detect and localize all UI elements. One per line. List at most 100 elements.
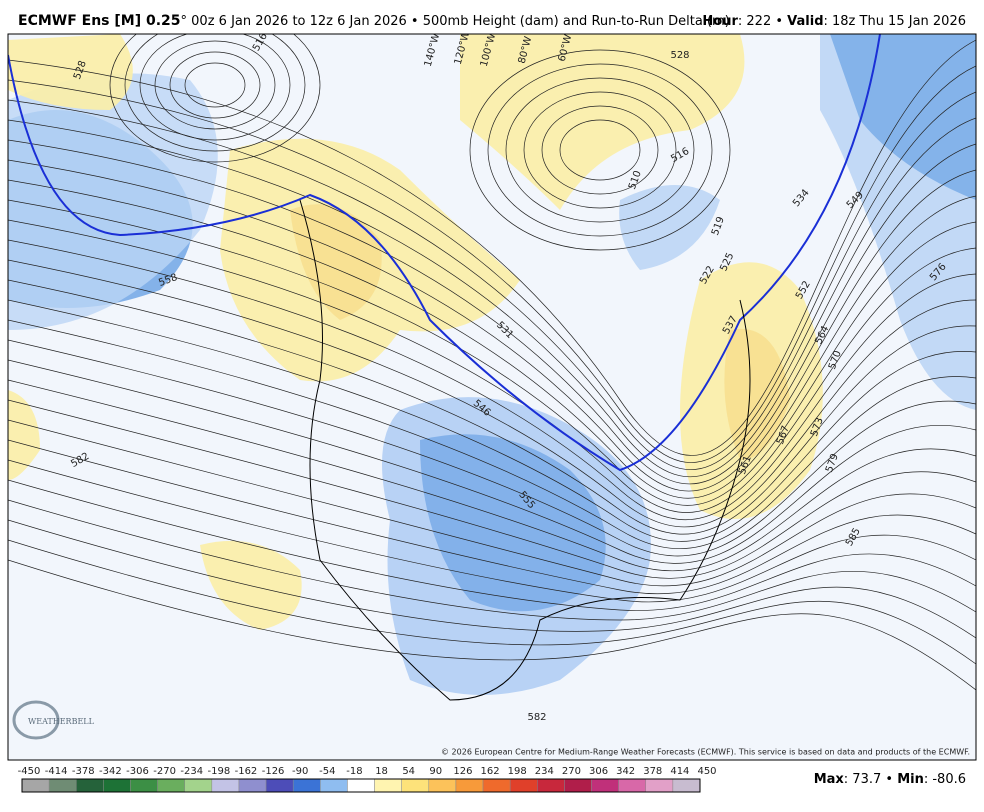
yellow-anomaly: [460, 34, 745, 210]
height-contour: [8, 419, 976, 587]
colorbar-label: -162: [235, 766, 258, 777]
colorbar-label: -234: [180, 766, 203, 777]
colorbar-label: -306: [126, 766, 149, 777]
watermark: WEATHERBELL: [28, 717, 95, 726]
low-contour: [169, 51, 261, 119]
colorbar-segment: [130, 778, 158, 793]
colorbar-segment: [184, 778, 213, 793]
colorbar-segment: [537, 778, 565, 793]
yellow-anomaly: [724, 328, 790, 460]
colorbar-segment: [157, 778, 185, 793]
height-contour: [8, 379, 976, 572]
height-contour: [8, 399, 976, 579]
max-min-part: Min: [897, 772, 924, 787]
height-contour: [8, 359, 976, 564]
height-contour: [8, 39, 976, 456]
colorbar-label: 306: [589, 766, 608, 777]
colorbar-label: 414: [670, 766, 689, 777]
blue-anomaly: [420, 434, 606, 612]
colorbar-segment: [428, 778, 457, 793]
colorbar-label: -126: [262, 766, 285, 777]
height-contour: [8, 279, 976, 535]
colorbar-segment: [482, 778, 511, 793]
colorbar-label: -198: [207, 766, 230, 777]
height-contour: [8, 159, 976, 492]
colorbar-label: 270: [562, 766, 581, 777]
low-contour: [559, 119, 641, 181]
low-contour: [469, 49, 731, 251]
low-contour: [541, 105, 659, 195]
colorbar-label: -54: [319, 766, 335, 777]
colorbar-label: -378: [72, 766, 95, 777]
title-part: 00z 6 Jan 2026 to 12z 6 Jan 2026 • 500mb…: [187, 14, 730, 29]
height-contour: [8, 117, 976, 478]
colorbar-label: 126: [453, 766, 472, 777]
colorbar-segment: [292, 778, 321, 793]
yellow-anomaly: [8, 390, 40, 480]
low-contour: [184, 62, 246, 108]
max-min: Max: 73.7 • Min: -80.6: [814, 772, 966, 787]
colorbar-label: -450: [18, 766, 41, 777]
colorbar-label: 342: [616, 766, 635, 777]
coastline: [299, 199, 751, 701]
colorbar-label: -270: [153, 766, 176, 777]
colorbar-segment: [48, 778, 77, 793]
height-contour: [8, 339, 976, 557]
height-contour: [8, 219, 976, 513]
colorbar-segment: [672, 778, 701, 793]
colorbar-label: -342: [99, 766, 122, 777]
colorbar-label: -414: [45, 766, 68, 777]
blue-anomaly: [8, 73, 218, 331]
low-contour: [139, 34, 291, 141]
540-contour: [8, 34, 881, 472]
colorbar-label: 90: [429, 766, 442, 777]
colorbar-segment: [509, 778, 538, 793]
contour-label: 582: [527, 712, 546, 723]
height-contour: [8, 479, 976, 611]
title: ECMWF Ens [M] 0.25° 00z 6 Jan 2026 to 12…: [18, 13, 730, 29]
copyright: © 2026 European Centre for Medium-Range …: [441, 748, 970, 757]
title-part: ECMWF Ens [M] 0.25: [18, 13, 181, 29]
height-contour: [8, 459, 976, 603]
colorbar-segment: [103, 778, 131, 793]
colorbar-label: 54: [402, 766, 415, 777]
colorbar-segment: [347, 778, 375, 793]
max-min-part: : 73.7 •: [844, 772, 897, 787]
colorbar-segment: [455, 778, 484, 793]
colorbar-segment: [238, 778, 267, 793]
valid-part: : 18z Thu 15 Jan 2026: [824, 14, 967, 29]
low-contour: [154, 40, 276, 130]
colorbar-label: 198: [508, 766, 527, 777]
height-contour: [8, 539, 976, 665]
height-contour: [8, 439, 976, 595]
blue-anomaly: [830, 34, 976, 200]
low-contour: [523, 91, 677, 209]
colorbar-label: 18: [375, 766, 388, 777]
colorbar-label: -18: [346, 766, 362, 777]
colorbar-segment: [75, 778, 104, 793]
height-contour: [8, 91, 976, 470]
height-contour: [8, 65, 976, 463]
valid-time: Hour: 222 • Valid: 18z Thu 15 Jan 2026: [702, 14, 966, 29]
height-contour: [8, 499, 976, 621]
low-contour: [505, 77, 695, 223]
colorbar-label: 234: [535, 766, 554, 777]
valid-part: Hour: [702, 14, 738, 29]
colorbar-segment: [21, 778, 50, 793]
height-contour: [8, 299, 976, 542]
low-contour: [487, 63, 713, 237]
height-contour: [8, 179, 976, 499]
colorbar-label: 162: [480, 766, 499, 777]
yellow-anomaly: [290, 204, 382, 320]
colorbar-segment: [320, 778, 348, 793]
watermark-logo: [12, 700, 60, 740]
height-contour: [8, 239, 976, 520]
colorbar-label: 450: [697, 766, 716, 777]
height-contour: [8, 519, 976, 639]
valid-part: : 222 •: [738, 14, 787, 29]
colorbar-segment: [211, 778, 240, 793]
max-min-part: : -80.6: [924, 772, 966, 787]
title-part: °: [181, 14, 188, 29]
